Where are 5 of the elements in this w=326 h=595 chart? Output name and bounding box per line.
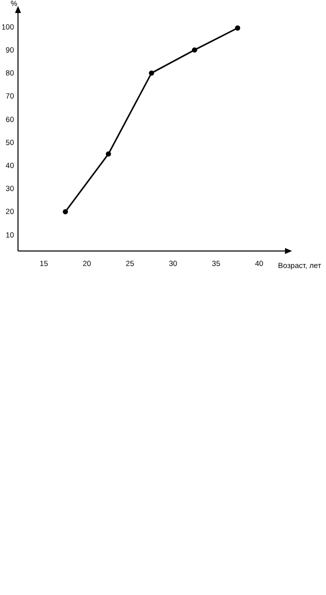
point <box>62 209 68 214</box>
point <box>192 47 198 53</box>
point <box>106 151 112 157</box>
point <box>148 70 154 76</box>
point <box>235 25 240 31</box>
